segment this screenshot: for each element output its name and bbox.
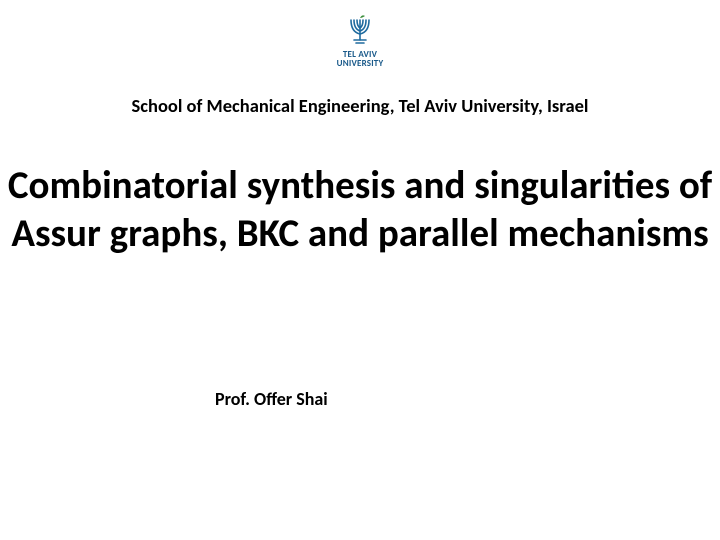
menorah-leaf-icon (342, 14, 378, 48)
logo-text: TEL AVIV UNIVERSITY (337, 50, 384, 69)
logo-text-line2: UNIVERSITY (337, 59, 384, 68)
slide-title: Combinatorial synthesis and singularitie… (0, 162, 720, 257)
slide: TEL AVIV UNIVERSITY School of Mechanical… (0, 0, 720, 540)
university-logo: TEL AVIV UNIVERSITY (0, 14, 720, 69)
author: Prof. Offer Shai (0, 388, 720, 410)
affiliation: School of Mechanical Engineering, Tel Av… (0, 94, 720, 117)
